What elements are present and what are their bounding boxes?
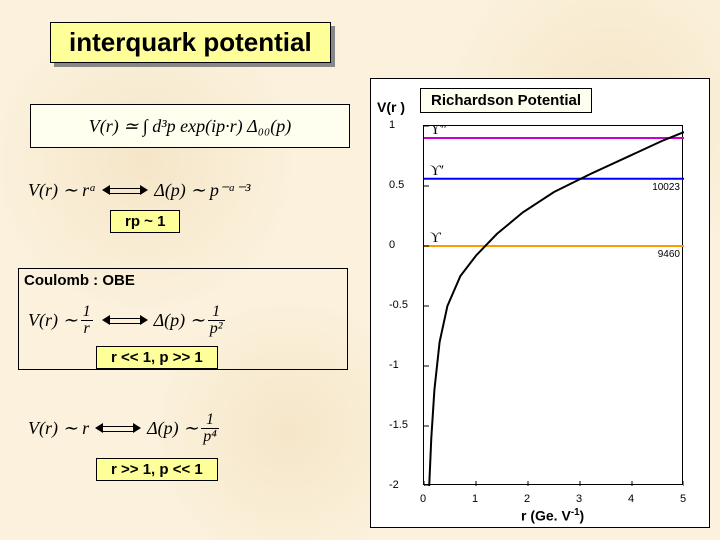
y-tick-label: -2: [389, 479, 399, 491]
svg-text:9460: 9460: [658, 249, 681, 260]
scale-relation: V(r) ∼ rᵃ Δ(p) ∼ p⁻ᵃ⁻³: [28, 180, 250, 201]
double-arrow-icon: [102, 186, 148, 196]
richardson-plot: ϒ 9460 ϒ′ 10023 ϒ″: [423, 125, 683, 485]
integral-formula-box: V(r) ≃ ∫ d³p exp(ip·r) Δ₀₀(p): [30, 104, 350, 148]
linear-rhs: Δ(p) ∼: [147, 418, 198, 439]
svg-text:10023: 10023: [652, 182, 680, 193]
coulomb-condition-box: r << 1, p >> 1: [96, 346, 218, 369]
frac-1-over-p2: 1 p²: [208, 304, 225, 337]
svg-text:ϒ′: ϒ′: [430, 163, 444, 179]
y-tick-label: 0: [389, 239, 395, 251]
linear-relation: V(r) ∼ r Δ(p) ∼ 1 p⁴: [28, 412, 222, 445]
frac-1-over-p4: 1 p⁴: [201, 412, 219, 445]
coulomb-lhs: V(r) ∼: [28, 310, 78, 331]
scale-condition-box: rp ~ 1: [110, 210, 180, 233]
coulomb-relation: V(r) ∼ 1 r Δ(p) ∼ 1 p²: [28, 304, 228, 337]
scale-lhs: V(r) ∼ rᵃ: [28, 180, 96, 201]
scale-condition: rp ~ 1: [125, 213, 165, 230]
title-text: interquark potential: [69, 27, 312, 57]
y-tick-label: -1: [389, 359, 399, 371]
linear-condition-box: r >> 1, p << 1: [96, 458, 218, 481]
y-tick-label: 0.5: [389, 179, 404, 191]
integral-formula: V(r) ≃ ∫ d³p exp(ip·r) Δ₀₀(p): [89, 116, 291, 137]
scale-rhs: Δ(p) ∼ p⁻ᵃ⁻³: [154, 180, 250, 201]
x-tick-label: 1: [472, 493, 478, 505]
richardson-box: Richardson Potential: [420, 88, 592, 113]
double-arrow-icon: [95, 424, 141, 434]
title-box: interquark potential: [50, 22, 331, 63]
double-arrow-icon: [102, 316, 148, 326]
y-tick-label: -0.5: [389, 299, 408, 311]
x-tick-label: 0: [420, 493, 426, 505]
coulomb-label: Coulomb : OBE: [24, 272, 135, 289]
x-tick-label: 5: [680, 493, 686, 505]
y-tick-label: -1.5: [389, 419, 408, 431]
frac-1-over-r: 1 r: [81, 304, 93, 337]
svg-text:ϒ: ϒ: [430, 230, 441, 246]
coulomb-rhs: Δ(p) ∼: [154, 310, 205, 331]
x-tick-label: 2: [524, 493, 530, 505]
richardson-label: Richardson Potential: [431, 92, 581, 109]
linear-lhs: V(r) ∼ r: [28, 418, 89, 439]
plot-svg: ϒ 9460 ϒ′ 10023 ϒ″: [424, 126, 684, 486]
linear-condition: r >> 1, p << 1: [111, 461, 203, 478]
x-axis-title: r (Ge. V-1): [521, 507, 584, 524]
x-tick-label: 3: [576, 493, 582, 505]
y-tick-label: 1: [389, 119, 395, 131]
svg-text:ϒ″: ϒ″: [430, 126, 447, 138]
y-axis-title: V(r ): [377, 99, 405, 115]
coulomb-condition: r << 1, p >> 1: [111, 349, 203, 366]
chart-panel: V(r ) ϒ9460ϒ′10023ϒ″ r (Ge. V-1) -2-1.5-…: [370, 78, 710, 528]
x-tick-label: 4: [628, 493, 634, 505]
